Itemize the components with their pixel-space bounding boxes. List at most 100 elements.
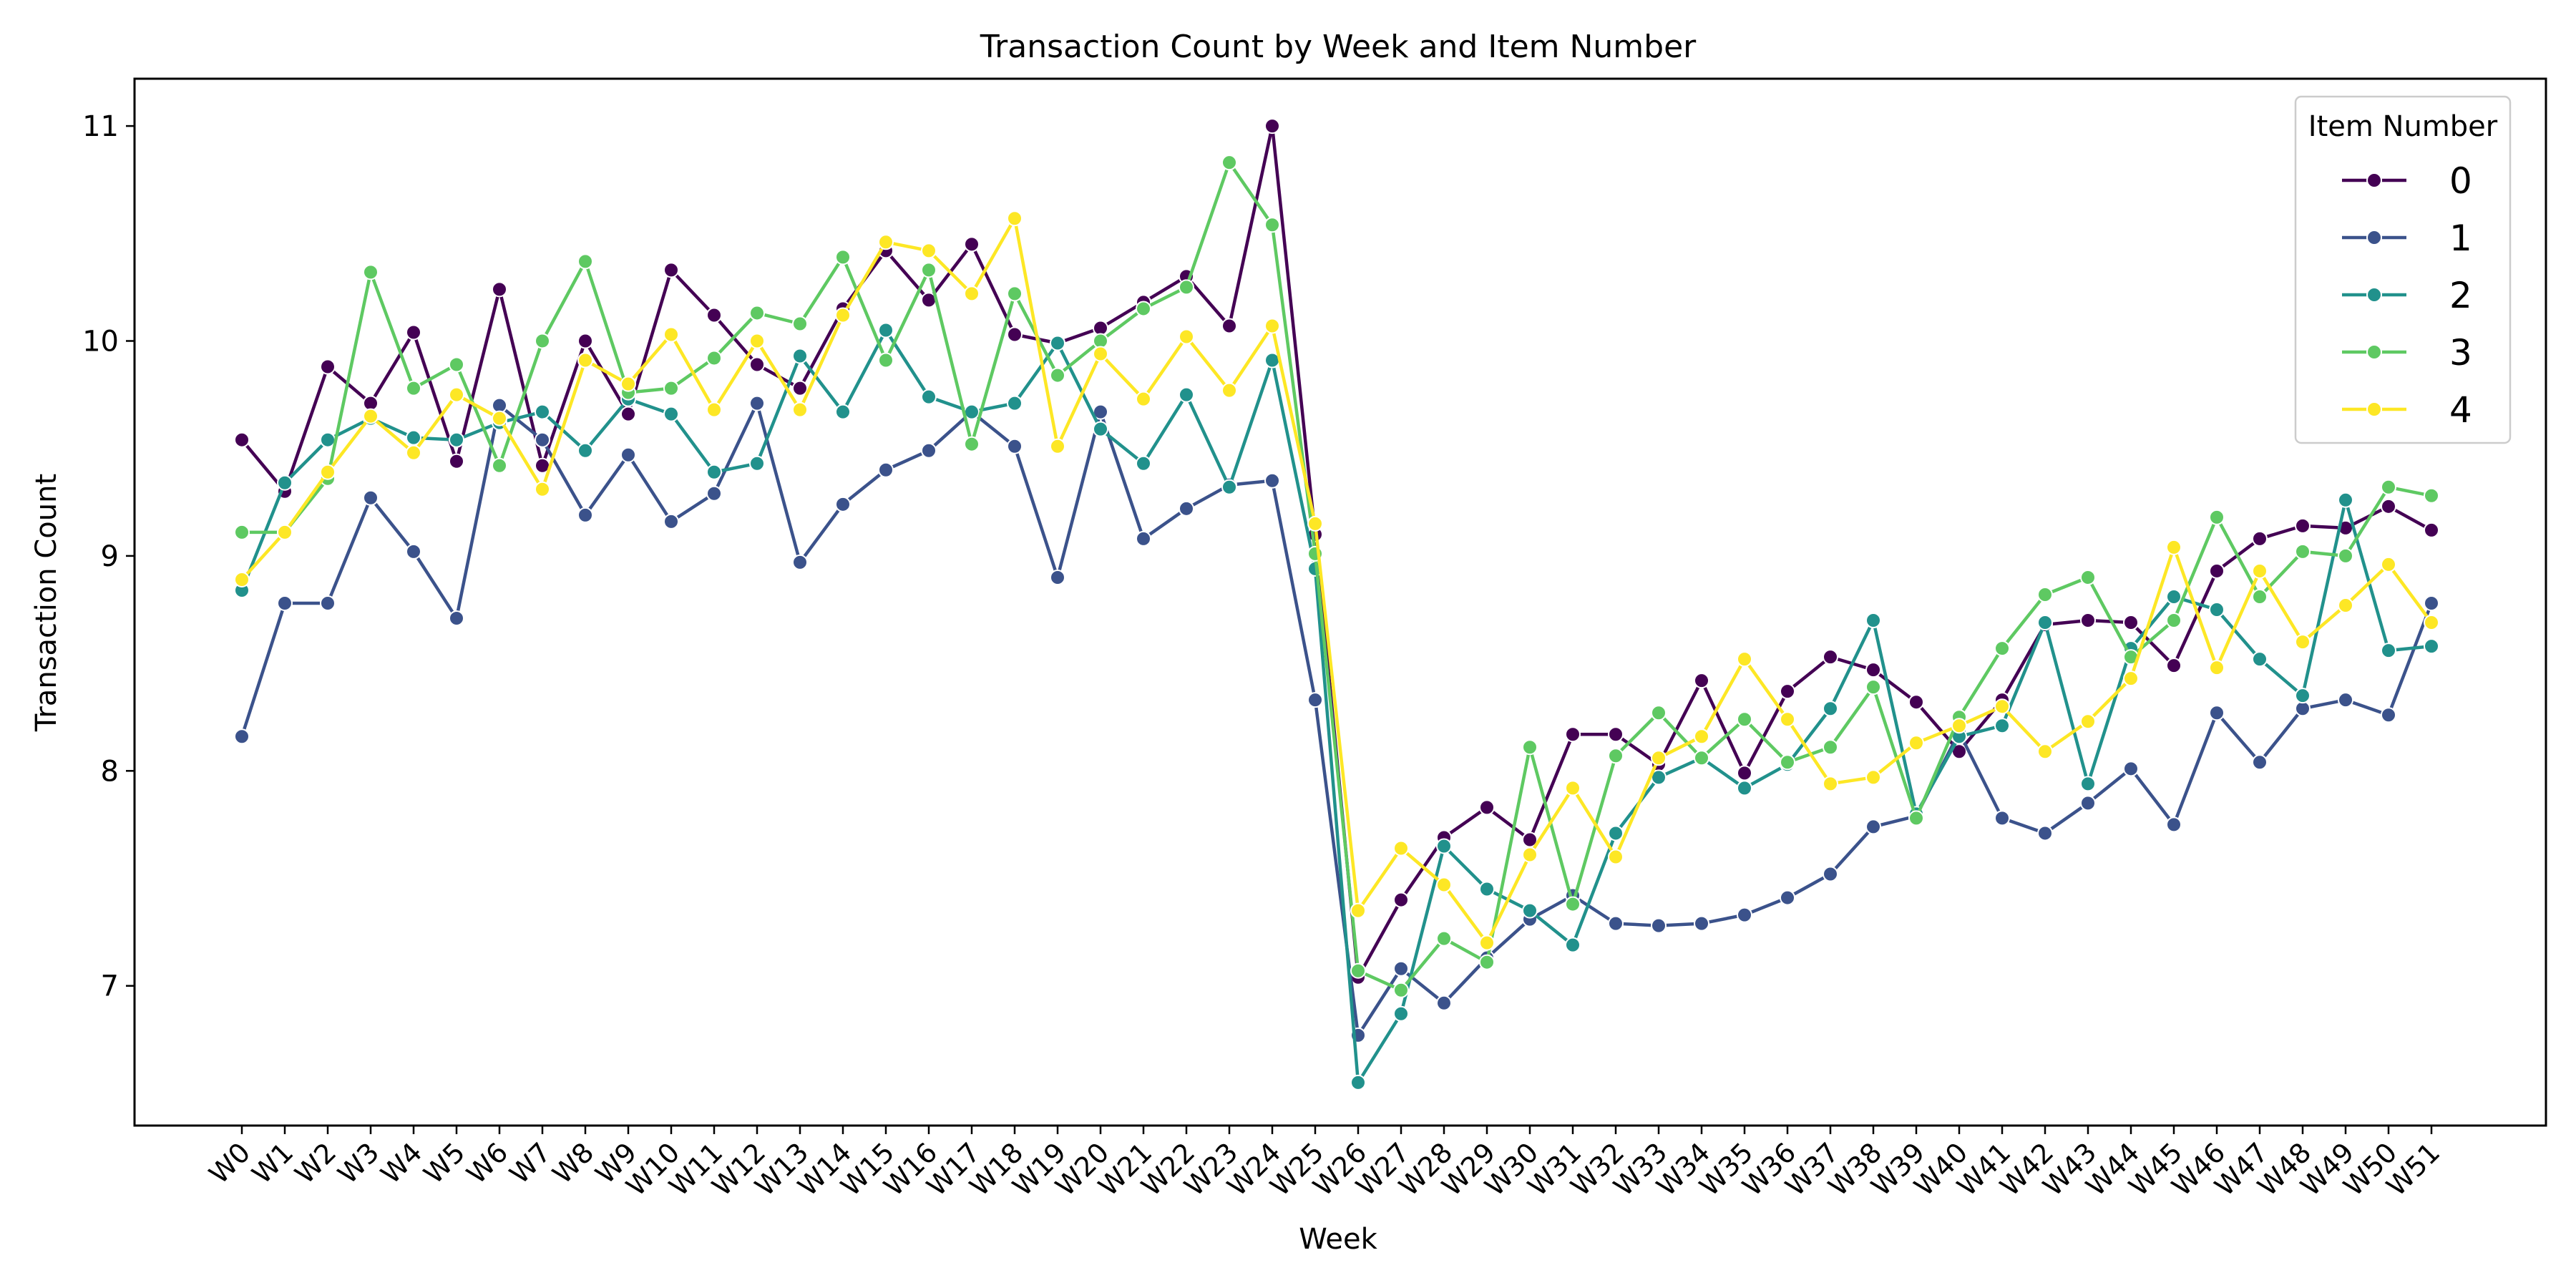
series-2-line bbox=[240, 328, 2432, 1085]
series-3-point-26 bbox=[1350, 962, 1366, 979]
series-2-point-30 bbox=[1522, 902, 1538, 919]
series-0-point-47 bbox=[2252, 530, 2268, 547]
series-3-point-12 bbox=[749, 305, 765, 321]
series-1-point-28 bbox=[1436, 995, 1452, 1011]
series-2-point-12 bbox=[749, 455, 765, 472]
series-4-point-48 bbox=[2295, 634, 2311, 650]
series-1-point-41 bbox=[1994, 810, 2010, 826]
series-4-point-5 bbox=[449, 386, 464, 403]
series-1-point-15 bbox=[878, 462, 894, 478]
legend-marker-0 bbox=[2366, 172, 2382, 188]
series-0-point-34 bbox=[1694, 673, 1709, 689]
series-2-point-17 bbox=[964, 404, 980, 420]
series-4-point-21 bbox=[1136, 391, 1151, 407]
series-0-point-6 bbox=[492, 281, 507, 298]
series-3-point-19 bbox=[1050, 367, 1065, 384]
series-4-point-12 bbox=[749, 333, 765, 349]
series-4-point-51 bbox=[2424, 615, 2439, 631]
series-1-point-2 bbox=[320, 595, 336, 612]
series-2-point-51 bbox=[2424, 638, 2439, 655]
series-4-point-30 bbox=[1522, 847, 1538, 863]
legend-marker-1 bbox=[2366, 230, 2382, 245]
series-1-point-10 bbox=[663, 513, 679, 530]
series-3-point-33 bbox=[1651, 705, 1667, 721]
series-2-point-20 bbox=[1093, 421, 1108, 437]
series-3-point-34 bbox=[1694, 750, 1709, 766]
series-0-point-32 bbox=[1608, 726, 1624, 743]
series-3-point-48 bbox=[2295, 543, 2311, 560]
series-1-point-33 bbox=[1651, 917, 1667, 934]
series-3-point-51 bbox=[2424, 487, 2439, 504]
series-4-point-9 bbox=[620, 376, 636, 392]
series-0-point-18 bbox=[1007, 326, 1023, 343]
series-3-point-15 bbox=[878, 352, 894, 369]
series-4-point-17 bbox=[964, 286, 980, 302]
series-4-point-37 bbox=[1823, 776, 1838, 792]
series-2-point-22 bbox=[1179, 386, 1194, 403]
series-1-point-9 bbox=[620, 447, 636, 463]
series-2-point-37 bbox=[1823, 701, 1838, 717]
series-0-point-39 bbox=[1908, 694, 1924, 711]
series-3-point-13 bbox=[792, 316, 808, 332]
y-axis-label: Transaction Count bbox=[30, 474, 63, 732]
series-2-point-49 bbox=[2338, 492, 2353, 508]
series-0-point-50 bbox=[2381, 498, 2396, 514]
series-4-point-43 bbox=[2080, 713, 2096, 730]
series-1 bbox=[234, 395, 2439, 1043]
series-1-point-24 bbox=[1264, 472, 1280, 489]
series-2-point-45 bbox=[2166, 588, 2182, 605]
series-3-point-20 bbox=[1093, 333, 1108, 349]
series-0-point-29 bbox=[1479, 799, 1495, 816]
series-1-point-21 bbox=[1136, 530, 1151, 547]
series-3-point-35 bbox=[1737, 711, 1752, 728]
series-1-point-6 bbox=[492, 397, 507, 414]
series-3-point-29 bbox=[1479, 954, 1495, 970]
series-4-point-25 bbox=[1307, 515, 1323, 532]
series-2-point-47 bbox=[2252, 651, 2268, 668]
series-3-point-21 bbox=[1136, 301, 1151, 317]
series-4 bbox=[234, 210, 2439, 951]
series-2-point-31 bbox=[1565, 937, 1581, 953]
series-3-point-28 bbox=[1436, 930, 1452, 947]
legend-label-3: 3 bbox=[2449, 332, 2472, 374]
series-0-point-8 bbox=[577, 333, 593, 349]
series-1-point-43 bbox=[2080, 795, 2096, 811]
series-4-point-24 bbox=[1264, 318, 1280, 334]
series-3-point-17 bbox=[964, 436, 980, 452]
series-0-point-17 bbox=[964, 236, 980, 253]
series-3 bbox=[234, 155, 2439, 998]
series-1-point-11 bbox=[706, 485, 722, 502]
series-1-point-46 bbox=[2209, 705, 2225, 721]
series-1-point-44 bbox=[2123, 761, 2139, 777]
legend-marker-4 bbox=[2366, 401, 2382, 417]
series-3-point-6 bbox=[492, 457, 507, 474]
series-1-point-34 bbox=[1694, 915, 1709, 932]
y-tick-label-4: 11 bbox=[82, 110, 119, 143]
series-4-point-38 bbox=[1865, 769, 1881, 786]
series-0-point-45 bbox=[2166, 658, 2182, 674]
series-2-point-43 bbox=[2080, 776, 2096, 792]
series-4-point-11 bbox=[706, 401, 722, 418]
series-3-point-46 bbox=[2209, 509, 2225, 525]
series-4-line bbox=[240, 217, 2433, 945]
series-0-point-20 bbox=[1093, 320, 1108, 336]
series-3-point-0 bbox=[234, 524, 250, 540]
series-3-point-18 bbox=[1007, 286, 1023, 302]
series-4-point-3 bbox=[363, 408, 379, 424]
series-1-point-25 bbox=[1307, 692, 1323, 708]
series-0-point-30 bbox=[1522, 831, 1538, 848]
x-axis-label: Week bbox=[1299, 1223, 1377, 1256]
series-2-point-35 bbox=[1737, 780, 1752, 796]
series-4-point-26 bbox=[1350, 902, 1366, 919]
series-0-point-36 bbox=[1780, 683, 1795, 700]
legend-box bbox=[2294, 95, 2512, 444]
plot-frame bbox=[133, 77, 2547, 1127]
series-1-point-49 bbox=[2338, 692, 2353, 708]
series-2-point-19 bbox=[1050, 335, 1065, 351]
series-0-point-38 bbox=[1865, 662, 1881, 678]
series-3-point-45 bbox=[2166, 613, 2182, 629]
series-4-point-50 bbox=[2381, 556, 2396, 572]
series-0-point-48 bbox=[2295, 517, 2311, 534]
series-2-point-2 bbox=[320, 431, 336, 448]
